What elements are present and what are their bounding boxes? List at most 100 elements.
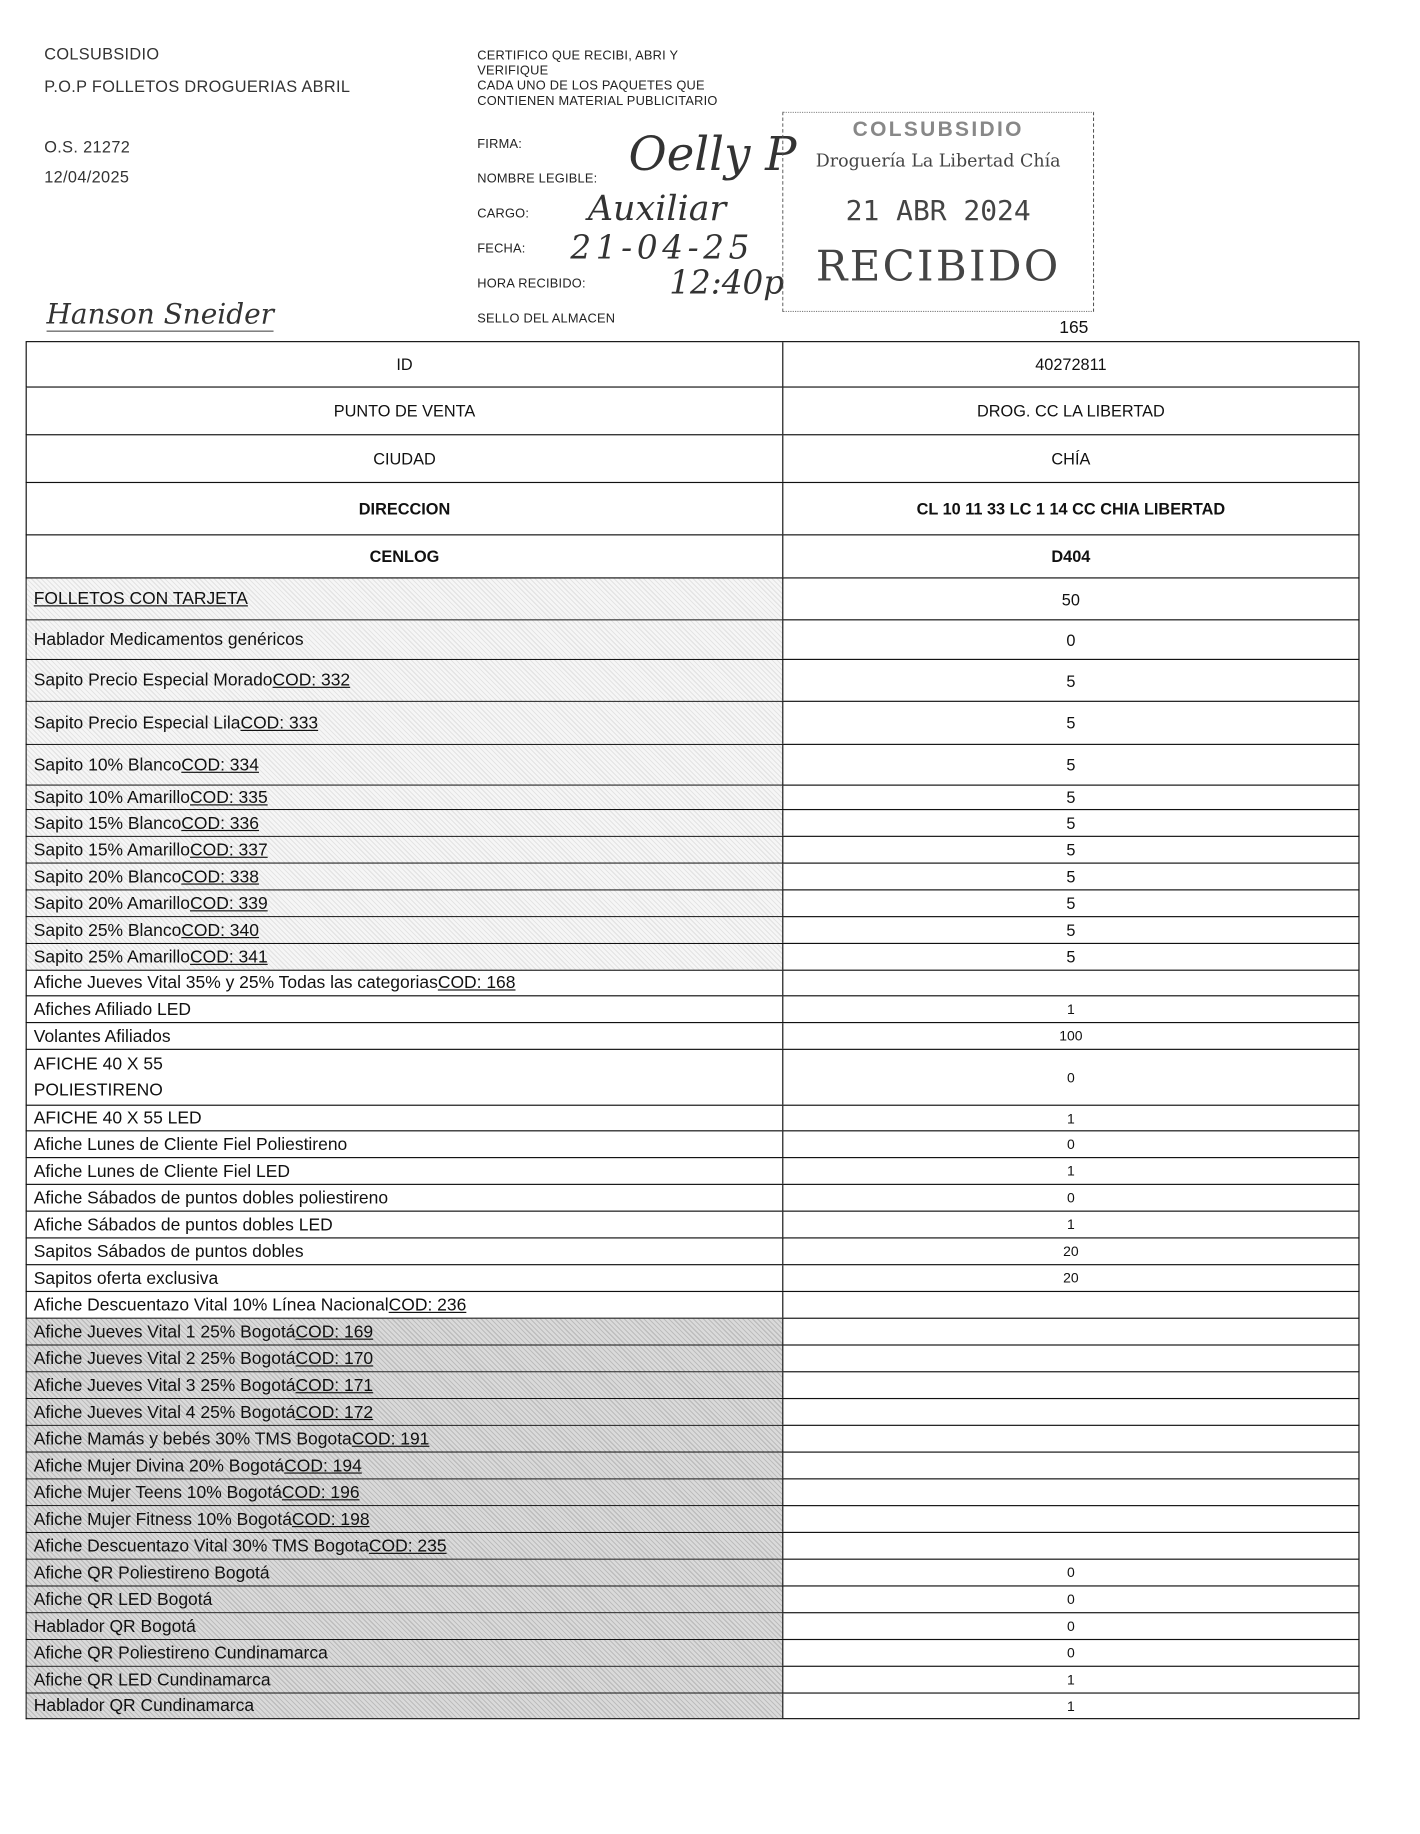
item-quantity	[783, 1319, 1358, 1345]
item-name: AFICHE 40 X 55 POLIESTIRENO	[33, 1054, 163, 1100]
item-label: Afiche Jueves Vital 1 25% Bogotá COD: 16…	[26, 1318, 784, 1345]
item-label: FOLLETOS CON TARJETA	[26, 578, 784, 620]
item-code: COD: 337	[190, 839, 268, 860]
item-name: Afiche Descuentazo Vital 10% Línea Nacio…	[33, 1294, 389, 1315]
item-code: COD: 336	[181, 813, 259, 833]
info-value: CHÍA	[1051, 449, 1091, 468]
item-code: COD: 332	[272, 670, 351, 691]
stamp-store: Droguería La Libertad Chía	[815, 150, 1061, 172]
item-label: Afiches Afiliado LED	[27, 996, 784, 1022]
item-quantity: 1	[1066, 1162, 1075, 1180]
stamp-date: 21 ABR 2024	[845, 194, 1031, 227]
item-label: Sapitos oferta exclusiva	[27, 1265, 784, 1291]
cargo-label: CARGO:	[477, 207, 530, 222]
item-label: Afiche QR Poliestireno Bogotá	[26, 1559, 784, 1586]
item-name: Afiche Mujer Divina 20% Bogotá	[33, 1455, 285, 1476]
item-quantity: 0	[1066, 1617, 1075, 1635]
item-label: Sapito 20% Amarillo COD: 339	[26, 890, 784, 917]
item-row: Afiche Jueves Vital 35% y 25% Todas las …	[25, 970, 1360, 997]
item-quantity: 0	[1066, 1136, 1075, 1153]
item-label: Afiche Descuentazo Vital 10% Línea Nacio…	[27, 1292, 784, 1318]
stamp-brand: COLSUBSIDIO	[852, 117, 1024, 141]
item-name: Afiche Descuentazo Vital 30% TMS Bogota	[33, 1535, 369, 1556]
item-name: Sapito 20% Blanco	[33, 866, 182, 887]
handwritten-hora: 12:40p	[669, 263, 785, 302]
item-label: Afiche Sábados de puntos dobles poliesti…	[27, 1184, 784, 1211]
item-code: COD: 235	[368, 1535, 447, 1556]
item-label: Afiche Sábados de puntos dobles LED	[27, 1211, 784, 1238]
item-name: Sapitos oferta exclusiva	[33, 1268, 219, 1288]
info-label: ID	[27, 342, 784, 387]
item-name: Afiche Jueves Vital 3 25% Bogotá	[33, 1375, 296, 1396]
item-quantity	[783, 1346, 1358, 1372]
item-name: Afiche QR Poliestireno Bogotá	[33, 1562, 270, 1583]
item-quantity: 5	[1066, 788, 1076, 807]
item-label: Afiche Mujer Divina 20% Bogotá COD: 194	[26, 1452, 784, 1479]
certify-line: VERIFIQUE	[477, 64, 549, 78]
item-name: Afiche Jueves Vital 4 25% Bogotá	[33, 1402, 296, 1422]
item-row: Hablador QR Bogotá 0	[25, 1613, 1360, 1641]
item-label: Sapitos Sábados de puntos dobles	[27, 1238, 784, 1265]
item-quantity: 5	[1066, 813, 1076, 833]
item-code: COD: 196	[281, 1482, 360, 1503]
item-label: AFICHE 40 X 55 POLIESTIRENO	[27, 1049, 784, 1105]
item-name: Sapito 25% Blanco	[33, 920, 182, 940]
info-value: 40272811	[1035, 355, 1107, 374]
item-quantity: 5	[1066, 713, 1076, 733]
item-code: COD: 236	[388, 1294, 467, 1315]
item-row: Afiche QR LED Cundinamarca 1	[25, 1666, 1360, 1694]
item-name: Sapitos Sábados de puntos dobles	[33, 1241, 304, 1262]
item-row: Afiche Descuentazo Vital 10% Línea Nacio…	[25, 1292, 1360, 1319]
item-quantity: 5	[1066, 893, 1076, 913]
item-quantity: 5	[1066, 947, 1076, 967]
item-name: Afiche Sábados de puntos dobles LED	[33, 1214, 333, 1235]
item-row: Afiches Afiliado LED 1	[25, 996, 1360, 1024]
item-name: Sapito 20% Amarillo	[33, 893, 191, 914]
store-stamp: COLSUBSIDIO Droguería La Libertad Chía 2…	[782, 111, 1095, 312]
item-label: Afiche QR LED Cundinamarca	[26, 1666, 784, 1693]
item-quantity: 20	[1063, 1269, 1079, 1287]
item-name: Afiche Jueves Vital 35% y 25% Todas las …	[33, 973, 438, 993]
item-code: COD: 338	[181, 866, 259, 887]
item-label: Afiche Mujer Fitness 10% Bogotá COD: 198	[26, 1506, 784, 1532]
item-row: Afiche Sábados de puntos dobles poliesti…	[25, 1184, 1360, 1212]
item-row: Sapito 15% Amarillo COD: 337 5	[25, 836, 1360, 864]
item-label: Afiche Jueves Vital 2 25% Bogotá COD: 17…	[26, 1345, 784, 1372]
item-row: Volantes Afiliados 100	[25, 1023, 1360, 1050]
item-code: FOLLETOS CON TARJETA	[33, 588, 248, 609]
item-quantity: 20	[1063, 1243, 1079, 1260]
handwritten-name: Oelly P	[628, 128, 797, 182]
item-row: Sapito Precio Especial Lila COD: 333 5	[25, 701, 1360, 745]
item-quantity: 100	[1059, 1027, 1083, 1045]
item-label: Hablador QR Cundinamarca	[26, 1693, 784, 1719]
item-quantity: 5	[1066, 867, 1076, 886]
hora-label: HORA RECIBIDO:	[477, 277, 586, 291]
handwritten-cargo: Auxiliar	[587, 188, 727, 230]
item-label: Hablador Medicamentos genéricos	[26, 620, 784, 659]
item-row: Afiche Jueves Vital 4 25% Bogotá COD: 17…	[25, 1399, 1360, 1426]
item-code: COD: 340	[181, 920, 259, 940]
item-label: Hablador QR Bogotá	[26, 1613, 784, 1639]
item-quantity: 1	[1066, 1001, 1075, 1018]
item-quantity: 5	[1066, 840, 1076, 860]
org-name: COLSUBSIDIO	[44, 44, 160, 63]
item-label: Sapito 25% Amarillo COD: 341	[26, 944, 784, 970]
item-row: Hablador Medicamentos genéricos 0	[25, 620, 1360, 660]
item-label: Volantes Afiliados	[27, 1023, 784, 1049]
info-row: DIRECCION CL 10 11 33 LC 1 14 CC CHIA LIB…	[25, 483, 1360, 536]
item-label: Sapito 15% Blanco COD: 336	[26, 810, 784, 836]
item-quantity: 0	[1066, 1069, 1075, 1086]
item-row: Afiche Jueves Vital 2 25% Bogotá COD: 17…	[25, 1345, 1360, 1373]
item-label: Sapito Precio Especial Lila COD: 333	[26, 701, 784, 744]
item-name: Hablador QR Cundinamarca	[33, 1695, 255, 1716]
item-code: COD: 171	[295, 1375, 374, 1396]
item-name: AFICHE 40 X 55 LED	[33, 1108, 202, 1128]
certify-line: CONTIENEN MATERIAL PUBLICITARIO	[477, 94, 718, 109]
item-code: COD: 169	[295, 1321, 374, 1342]
item-code: COD: 333	[240, 712, 319, 733]
handwritten-signature: Hanson Sneider	[46, 297, 274, 332]
item-quantity	[783, 1533, 1358, 1559]
item-name: Hablador Medicamentos genéricos	[33, 629, 304, 650]
item-name: Sapito 10% Blanco	[33, 754, 182, 775]
item-name: Sapito 15% Blanco	[33, 813, 182, 833]
